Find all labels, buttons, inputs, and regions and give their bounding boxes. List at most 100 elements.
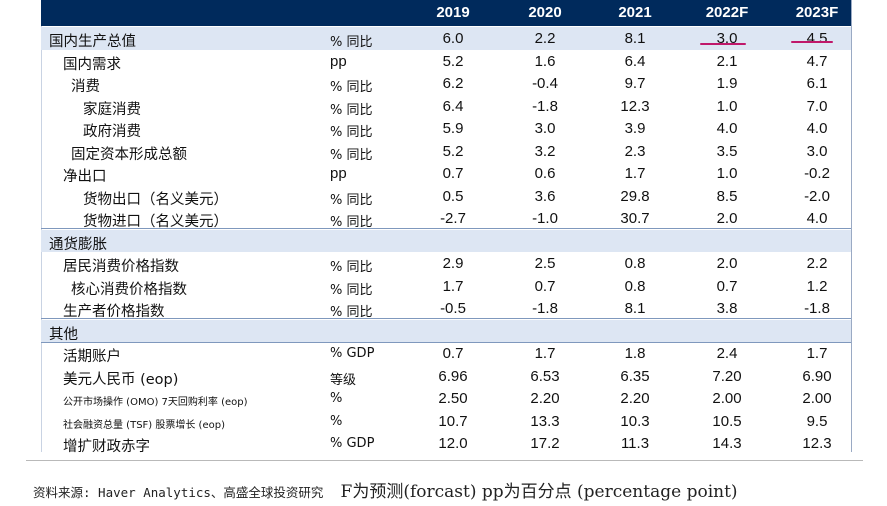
value-cell: 2.3 xyxy=(624,142,646,160)
table-right-border xyxy=(851,0,852,452)
value-cell: -1.8 xyxy=(804,300,830,317)
row-label: 净出口 xyxy=(63,169,107,185)
row-unit: % 同比 xyxy=(330,35,373,50)
value-cell: 3.2 xyxy=(534,142,556,160)
row-divider xyxy=(41,342,852,343)
value-cell: 2.9 xyxy=(442,255,464,272)
value-cell: 6.1 xyxy=(806,75,828,92)
row-label: 公开市场操作 (OMO) 7天回购利率 (eop) xyxy=(63,397,248,408)
table-row: 美元人民币 (eop) 等级 6.96 6.53 6.35 7.20 6.90 xyxy=(41,365,852,388)
value-cell: 6.4 xyxy=(442,97,464,115)
row-divider xyxy=(41,318,852,319)
table-row: 通货膨胀 xyxy=(41,229,852,253)
value-cell: 12.3 xyxy=(802,435,832,452)
value-cell: 1.7 xyxy=(806,345,828,362)
value-cell: 6.0 xyxy=(442,30,464,47)
value-cell: 0.7 xyxy=(442,345,464,362)
value-cell: 0.8 xyxy=(624,277,646,295)
value-cell: 8.1 xyxy=(624,300,646,317)
value-cell: 9.5 xyxy=(806,412,828,430)
value-cell: 12.3 xyxy=(620,97,650,115)
value-cell: 4.0 xyxy=(716,120,738,137)
table-row: 国内生产总值 % 同比 6.0 2.2 8.1 3.0 4.5 xyxy=(41,27,852,50)
value-cell: 4.5 xyxy=(806,30,828,47)
value-cell: 0.6 xyxy=(534,165,556,182)
row-unit: pp xyxy=(330,165,347,182)
value-cell: 1.9 xyxy=(716,75,738,92)
value-cell: 2.00 xyxy=(712,390,742,407)
value-cell: 9.7 xyxy=(624,75,646,92)
highlight-underline xyxy=(791,41,833,43)
row-unit: % 同比 xyxy=(330,260,373,275)
row-label: 其他 xyxy=(49,326,78,343)
value-cell: 14.3 xyxy=(712,435,742,452)
value-cell: 10.5 xyxy=(712,412,742,430)
value-cell: 2.0 xyxy=(716,210,738,227)
value-cell: 6.4 xyxy=(624,52,646,70)
row-label: 社会融资总量 (TSF) 股票增长 (eop) xyxy=(63,419,225,431)
value-cell: 1.7 xyxy=(624,165,646,182)
table-row: 家庭消费 % 同比 6.4 -1.8 12.3 1.0 7.0 xyxy=(41,95,852,118)
value-cell: 2.20 xyxy=(530,390,560,407)
value-cell: 7.0 xyxy=(806,97,828,115)
value-cell: -0.5 xyxy=(440,300,466,317)
table-row: 货物进口（名义美元） % 同比 -2.7 -1.0 30.7 2.0 4.0 xyxy=(41,207,852,230)
value-cell: 5.2 xyxy=(442,52,464,70)
table-row: 固定资本形成总额 % 同比 5.2 3.2 2.3 3.5 3.0 xyxy=(41,140,852,163)
row-divider xyxy=(41,228,852,229)
row-unit: % 同比 xyxy=(330,147,373,163)
table-header: 2019 2020 2021 2022F 2023F xyxy=(41,0,852,26)
row-unit: 等级 xyxy=(330,372,357,388)
row-unit: pp xyxy=(330,52,347,70)
value-cell: 3.6 xyxy=(534,187,556,205)
value-cell: -2.7 xyxy=(440,210,466,227)
table-row: 政府消费 % 同比 5.9 3.0 3.9 4.0 4.0 xyxy=(41,117,852,140)
row-unit: % GDP xyxy=(330,346,375,361)
value-cell: 2.20 xyxy=(620,390,650,407)
value-cell: 3.0 xyxy=(716,30,738,47)
row-label: 活期账户 xyxy=(63,349,121,365)
footnote-text: F为预测(forcast) pp为百分点 (percentage point) xyxy=(340,482,738,502)
value-cell: 11.3 xyxy=(620,435,650,452)
value-cell: 4.0 xyxy=(806,210,828,227)
value-cell: 0.7 xyxy=(534,277,556,295)
value-cell: 7.20 xyxy=(712,367,742,385)
value-cell: 4.0 xyxy=(806,120,828,137)
value-cell: 3.5 xyxy=(716,142,738,160)
value-cell: 17.2 xyxy=(530,435,560,452)
value-cell: 2.5 xyxy=(534,255,556,272)
value-cell: 13.3 xyxy=(530,412,560,430)
row-label: 政府消费 xyxy=(83,124,141,140)
table-row: 增扩财政赤字 % GDP 12.0 17.2 11.3 14.3 12.3 xyxy=(41,432,852,455)
forecast-table: 2019 2020 2021 2022F 2023F 国内生产总值 % 同比 6.0… xyxy=(41,0,852,455)
row-unit: % 同比 xyxy=(330,192,373,208)
value-cell: 4.7 xyxy=(806,52,828,70)
table-row: 货物出口（名义美元） % 同比 0.5 3.6 29.8 8.5 -2.0 xyxy=(41,185,852,208)
year-header: 2023F xyxy=(795,4,839,21)
value-cell: 8.5 xyxy=(716,187,738,205)
table-row: 核心消费价格指数 % 同比 1.7 0.7 0.8 0.7 1.2 xyxy=(41,275,852,298)
year-header: 2019 xyxy=(436,4,470,21)
value-cell: 1.0 xyxy=(716,165,738,182)
row-label: 货物出口（名义美元） xyxy=(83,191,228,208)
row-unit: % xyxy=(330,413,343,429)
value-cell: -0.2 xyxy=(804,165,830,182)
table-row: 公开市场操作 (OMO) 7天回购利率 (eop)% 2.50 2.20 2.20 2.… xyxy=(41,387,852,410)
value-cell: 1.6 xyxy=(534,52,556,70)
value-cell: 2.4 xyxy=(716,345,738,362)
table-row: 活期账户 % GDP 0.7 1.7 1.8 2.4 1.7 xyxy=(41,342,852,365)
value-cell: -0.4 xyxy=(532,75,558,92)
row-unit: % 同比 xyxy=(330,80,373,95)
value-cell: 3.0 xyxy=(806,142,828,160)
value-cell: 10.3 xyxy=(620,412,650,430)
table-row: 消费 % 同比 6.2 -0.4 9.7 1.9 6.1 xyxy=(41,72,852,95)
value-cell: 0.7 xyxy=(442,165,464,182)
row-label: 美元人民币 (eop) xyxy=(63,371,179,388)
source-text: 资料来源: Haver Analytics、高盛全球投资研究 xyxy=(33,485,324,500)
value-cell: 2.2 xyxy=(534,30,556,47)
row-unit: % 同比 xyxy=(330,215,373,230)
row-label: 货物进口（名义美元） xyxy=(83,214,228,230)
value-cell: 3.9 xyxy=(624,120,646,137)
row-label: 固定资本形成总额 xyxy=(71,146,187,163)
row-label: 核心消费价格指数 xyxy=(71,281,187,298)
